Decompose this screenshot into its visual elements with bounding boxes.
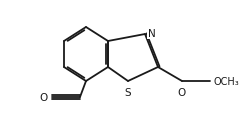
Text: S: S [125, 87, 131, 97]
Text: O: O [178, 87, 186, 97]
Text: O: O [40, 92, 48, 102]
Text: N: N [148, 29, 156, 39]
Text: OCH₃: OCH₃ [214, 76, 240, 86]
